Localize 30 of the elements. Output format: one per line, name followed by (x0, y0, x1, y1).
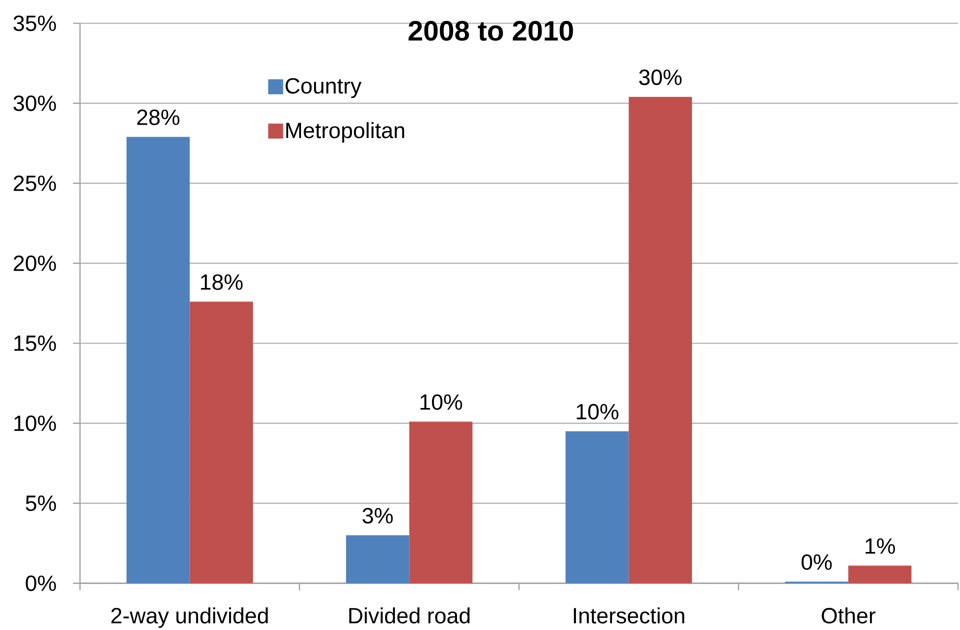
y-tick-label: 25% (14, 175, 56, 192)
x-tick-label: Other (822, 607, 876, 624)
data-label: 1% (866, 538, 895, 554)
data-label: 10% (576, 404, 618, 420)
bar (628, 96, 692, 584)
y-tick-label: 35% (14, 15, 56, 32)
x-tick-label: Divided road (349, 607, 470, 624)
data-label: 3% (362, 508, 393, 524)
bar (409, 422, 472, 584)
y-tick-label: 15% (14, 336, 56, 352)
data-label: 0% (802, 554, 832, 570)
data-label: 10% (420, 394, 462, 410)
bar (126, 136, 190, 584)
x-tick-label: Intersection (574, 607, 684, 624)
bar (566, 431, 629, 584)
x-tick-label: 2-way undivided (111, 607, 268, 628)
y-tick-label: 0% (26, 575, 56, 592)
data-label: 30% (639, 70, 682, 86)
bar (346, 535, 410, 584)
y-tick-label: 20% (14, 255, 56, 272)
y-tick-label: 5% (26, 496, 56, 512)
chart-title: 2008 to 2010 (408, 20, 573, 41)
y-tick-label: 10% (14, 415, 56, 432)
data-label: 18% (201, 274, 243, 290)
legend-label: Metropolitan (286, 122, 404, 143)
data-label: 28% (137, 110, 180, 126)
legend-label: Country (286, 78, 362, 98)
bar (190, 302, 253, 584)
bar (848, 566, 912, 584)
y-tick-label: 30% (14, 95, 56, 112)
